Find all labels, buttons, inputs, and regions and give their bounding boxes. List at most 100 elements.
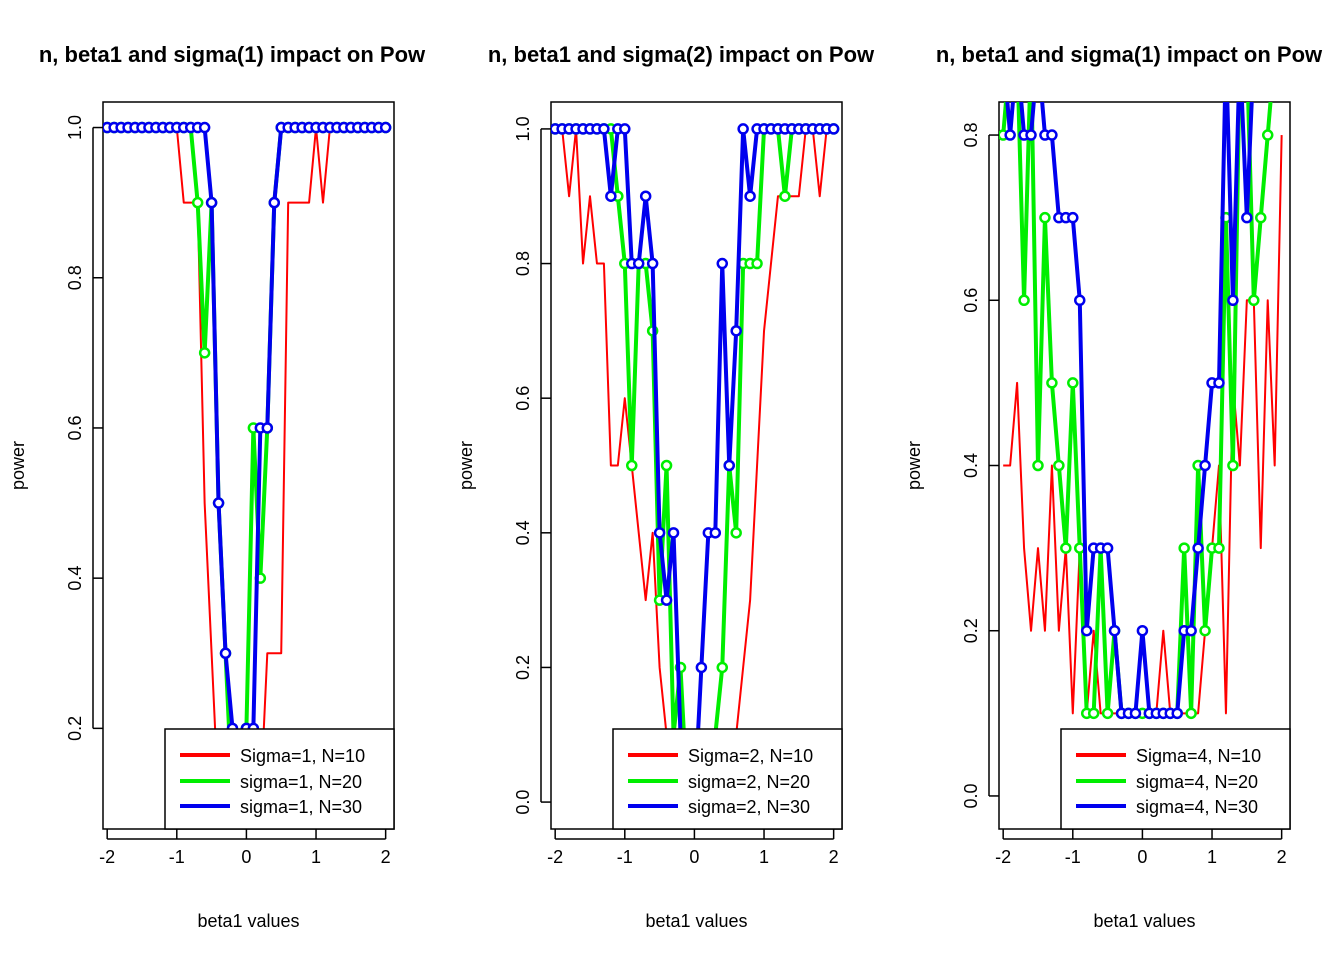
- x-tick-label: -1: [1065, 847, 1081, 867]
- data-point-n30: [198, 121, 211, 134]
- x-tick-label: -1: [169, 847, 185, 867]
- data-point-n20: [1178, 542, 1190, 554]
- x-tick-label: 1: [759, 847, 769, 867]
- legend-label-n10: Sigma=4, N=10: [1136, 746, 1261, 766]
- data-point-n20: [1227, 459, 1239, 472]
- y-tick-label: 0.2: [65, 716, 85, 741]
- x-tick-label: 1: [311, 847, 321, 867]
- x-tick-label: -2: [547, 847, 563, 867]
- series-line-n30: [555, 126, 834, 805]
- chart-title: n, beta1 and sigma(1) impact on Pow: [936, 42, 1323, 67]
- data-point-n20: [198, 347, 211, 359]
- data-point-n30: [646, 257, 659, 270]
- data-point-n30: [1004, 129, 1016, 141]
- x-tick-label: -2: [99, 847, 115, 867]
- data-point-n20: [1074, 542, 1086, 554]
- data-point-n20: [1255, 211, 1267, 224]
- data-point-n30: [632, 257, 645, 270]
- series-line-n20: [107, 125, 386, 806]
- y-tick-label: 0.4: [961, 453, 981, 478]
- data-point-n30: [205, 196, 218, 209]
- ticks: -2 -1 0 1 2 0.2 0.4 0.6 0.8 1.0: [65, 115, 391, 867]
- data-point-n20: [660, 459, 673, 472]
- legend: Sigma=2, N=10 sigma=2, N=20 sigma=2, N=3…: [612, 728, 843, 830]
- data-point-n30: [1108, 624, 1121, 637]
- data-point-n30: [1025, 129, 1037, 141]
- y-tick-label: 0.6: [513, 386, 533, 411]
- data-point-n20: [1039, 211, 1051, 224]
- data-point-n30: [268, 196, 281, 209]
- series-group: [999, 102, 1283, 720]
- data-point-n20: [1046, 377, 1058, 389]
- y-tick-label: 1.0: [513, 116, 533, 141]
- legend-label-n10: Sigma=1, N=10: [240, 746, 365, 766]
- legend-label-n30: sigma=1, N=30: [240, 797, 362, 817]
- data-point-n20: [1060, 542, 1072, 554]
- legend: Sigma=1, N=10 sigma=1, N=20 sigma=1, N=3…: [164, 728, 395, 830]
- chart-title: n, beta1 and sigma(1) impact on Pow: [39, 42, 426, 67]
- data-point-n20: [1199, 624, 1211, 637]
- data-point-n30: [1136, 624, 1149, 637]
- data-point-n20: [1101, 707, 1114, 720]
- data-point-n30: [827, 123, 840, 135]
- y-tick-label: 0.0: [961, 783, 981, 808]
- data-point-n20: [191, 196, 204, 209]
- x-tick-label: 0: [241, 847, 251, 867]
- data-point-n30: [1101, 542, 1114, 554]
- data-point-n30: [667, 527, 680, 539]
- data-point-n20: [1032, 459, 1044, 472]
- data-point-n30: [723, 459, 735, 472]
- data-point-n30: [619, 123, 631, 135]
- data-point-n30: [1074, 294, 1086, 307]
- data-point-n20: [779, 190, 791, 202]
- y-tick-label: 0.6: [961, 288, 981, 313]
- plot-frame: [550, 101, 843, 830]
- panel-1: n, beta1 and sigma(1) impact on Pow beta…: [8, 42, 426, 931]
- data-point-n20: [751, 257, 763, 270]
- ticks: -2 -1 0 1 2 0.0 0.2 0.4 0.6 0.8: [961, 123, 1287, 867]
- data-point-n20: [1261, 129, 1274, 141]
- y-tick-label: 0.2: [513, 655, 533, 680]
- data-point-n30: [1199, 459, 1211, 472]
- data-point-n30: [716, 257, 729, 270]
- x-tick-label: 2: [1277, 847, 1287, 867]
- data-point-n30: [1185, 624, 1197, 637]
- data-point-n30: [379, 121, 392, 134]
- panel-2: n, beta1 and sigma(2) impact on Pow beta…: [456, 42, 875, 931]
- data-point-n30: [639, 190, 652, 202]
- data-point-n30: [605, 190, 617, 202]
- data-point-n30: [1080, 624, 1093, 637]
- data-point-n30: [709, 527, 722, 539]
- data-point-n30: [744, 190, 756, 202]
- x-axis-label: beta1 values: [197, 911, 299, 931]
- y-axis-label: power: [456, 441, 476, 490]
- data-point-n30: [737, 123, 749, 135]
- legend-label-n10: Sigma=2, N=10: [688, 746, 813, 766]
- x-tick-label: 2: [381, 847, 391, 867]
- data-point-n30: [598, 123, 610, 135]
- legend-label-n30: sigma=4, N=30: [1136, 797, 1258, 817]
- y-tick-label: 0.8: [513, 251, 533, 276]
- x-tick-label: -2: [995, 847, 1011, 867]
- legend-label-n20: sigma=4, N=20: [1136, 772, 1258, 792]
- y-tick-label: 0.2: [961, 618, 981, 643]
- data-point-n30: [219, 647, 232, 660]
- data-point-n20: [1067, 377, 1079, 389]
- ticks: -2 -1 0 1 2 0.0 0.2 0.4 0.6 0.8 1.0: [513, 116, 839, 867]
- y-tick-label: 0.4: [513, 520, 533, 545]
- x-axis-label: beta1 values: [645, 911, 747, 931]
- data-point-n20: [730, 527, 742, 539]
- legend-label-n20: sigma=1, N=20: [240, 772, 362, 792]
- y-axis-label: power: [904, 441, 924, 490]
- data-point-n30: [1067, 211, 1079, 224]
- x-tick-label: -1: [617, 847, 633, 867]
- data-point-n20: [1018, 294, 1030, 307]
- data-point-n30: [1046, 129, 1058, 141]
- data-point-n30: [1241, 211, 1253, 224]
- data-point-n30: [212, 497, 225, 509]
- data-point-n30: [261, 422, 274, 434]
- chart-title: n, beta1 and sigma(2) impact on Pow: [488, 42, 875, 67]
- data-point-n30: [1129, 707, 1142, 720]
- y-tick-label: 0.0: [513, 790, 533, 815]
- legend-label-n30: sigma=2, N=30: [688, 797, 810, 817]
